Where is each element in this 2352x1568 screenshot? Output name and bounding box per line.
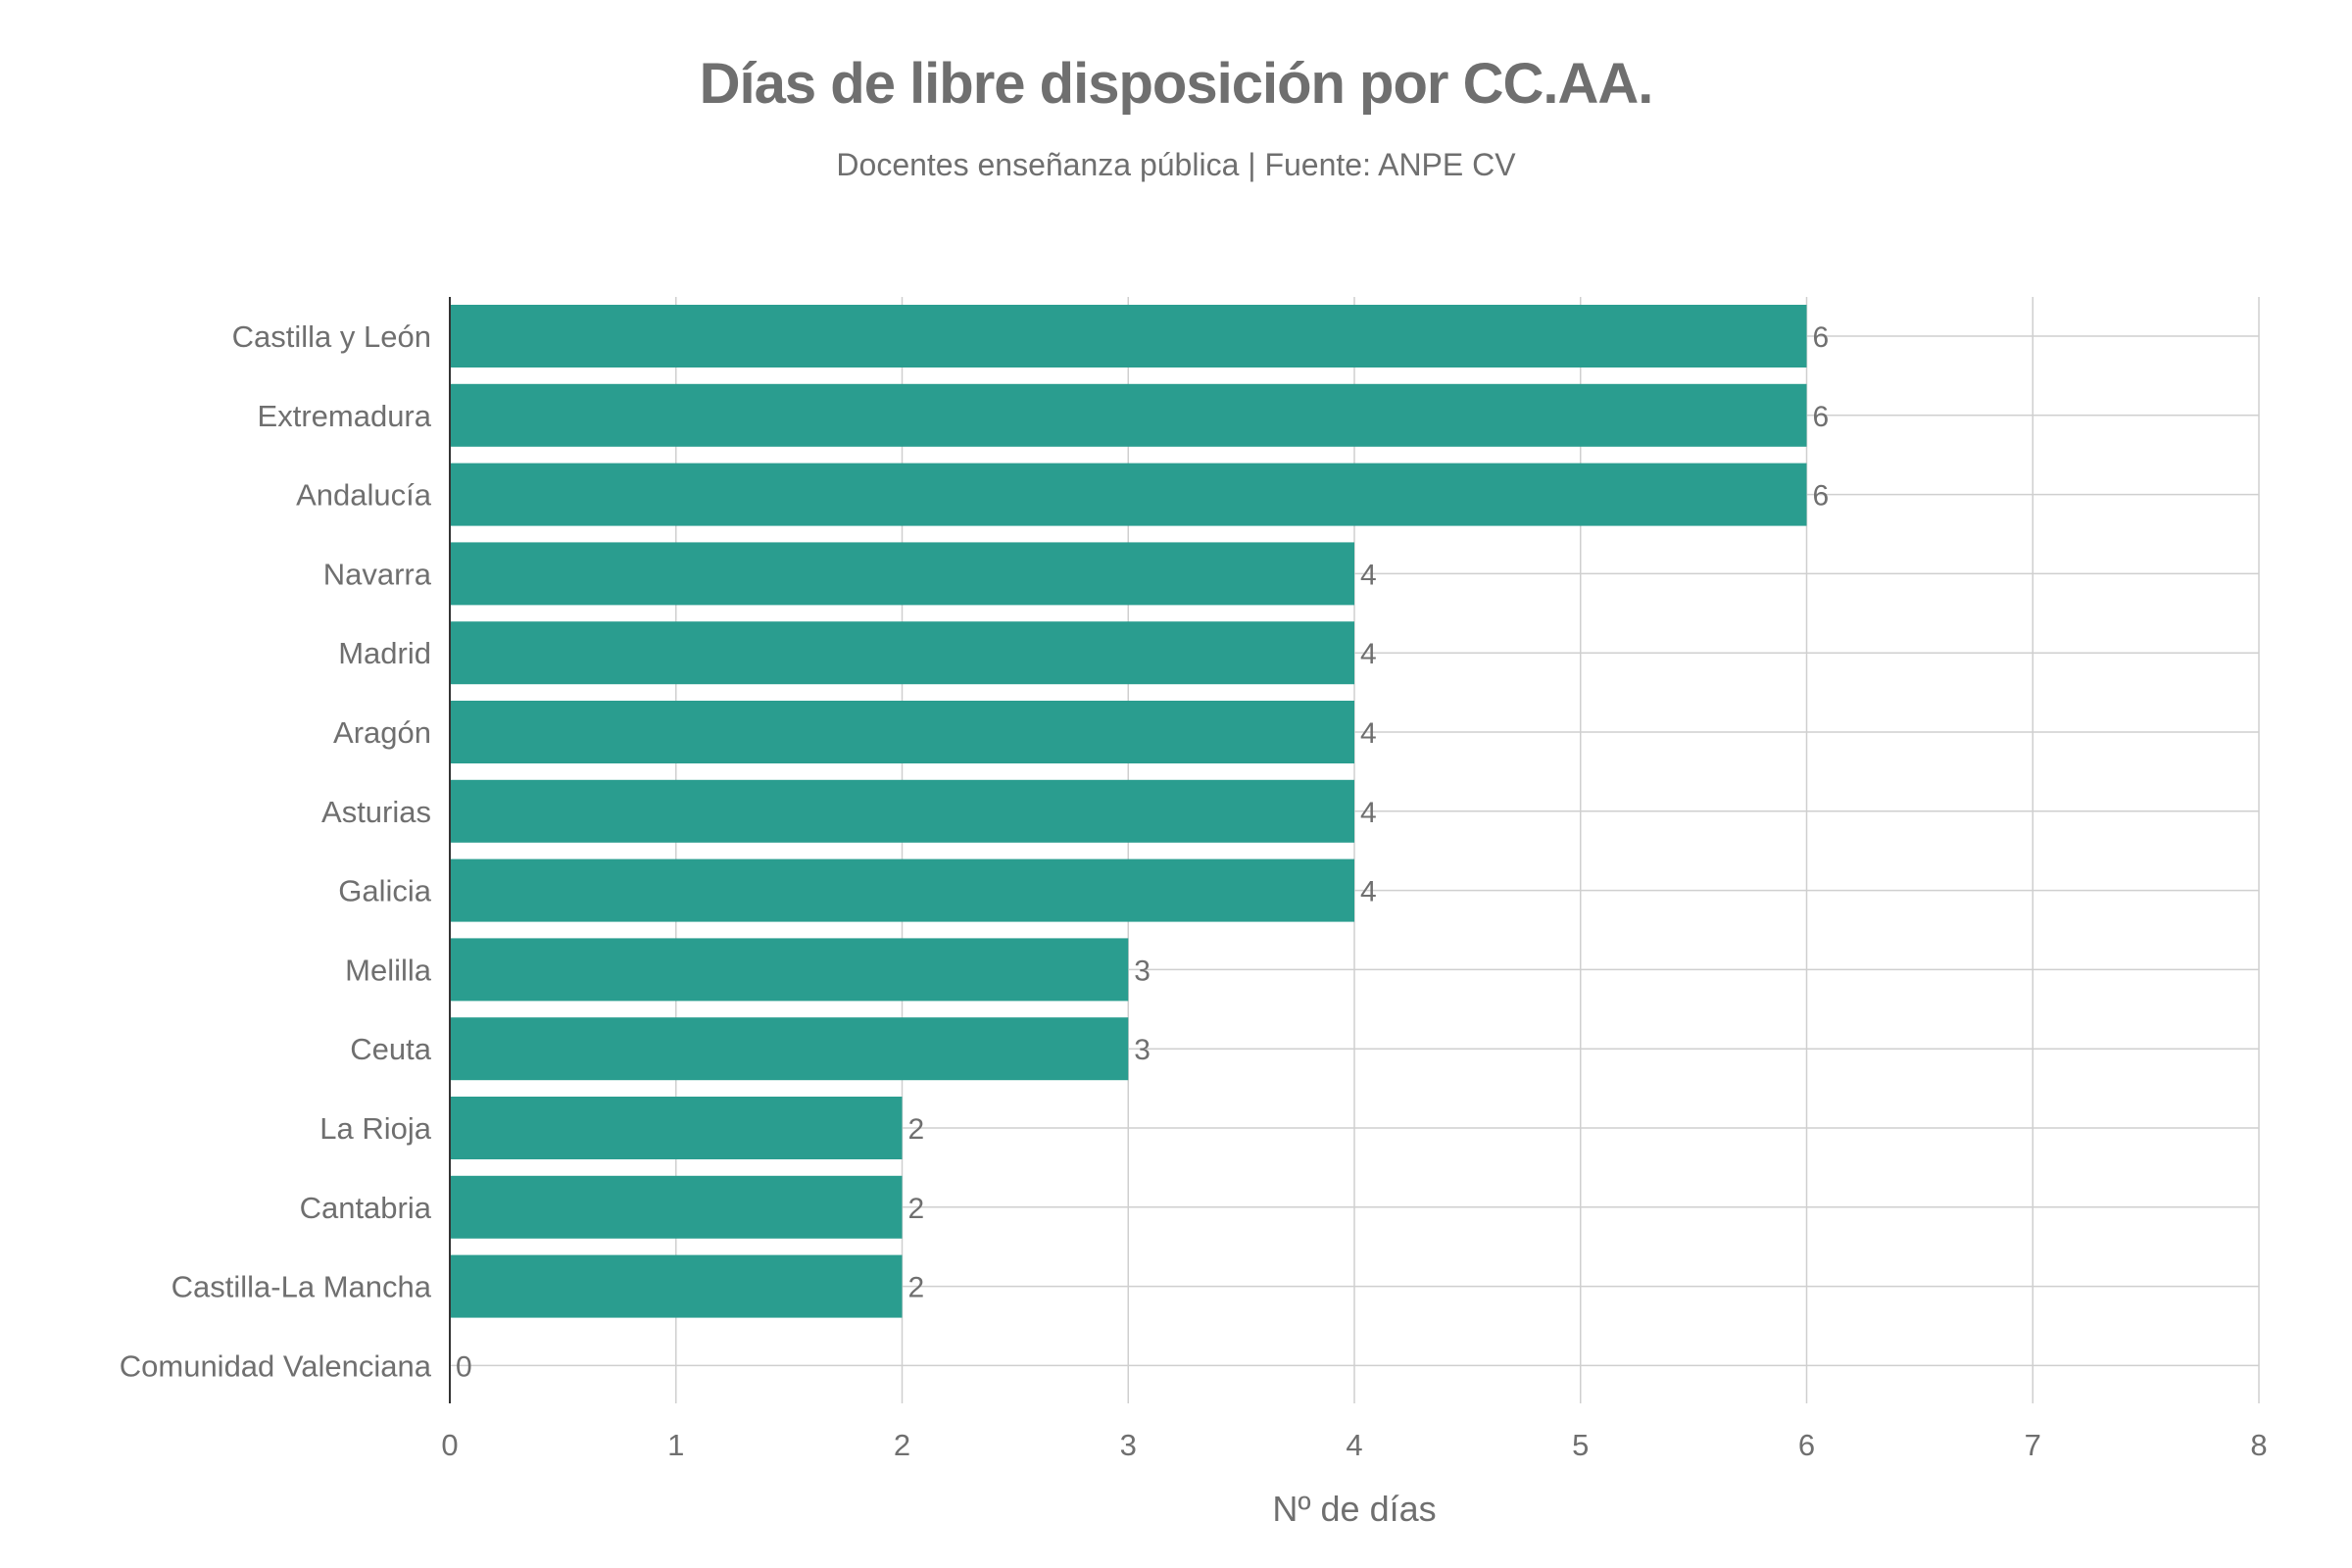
bar bbox=[450, 1017, 1129, 1081]
category-label: Melilla bbox=[345, 953, 432, 987]
category-label: Ceuta bbox=[350, 1032, 431, 1066]
value-label: 2 bbox=[908, 1113, 925, 1146]
value-label: 2 bbox=[908, 1272, 925, 1304]
bars-layer bbox=[450, 305, 1807, 1318]
bar bbox=[450, 463, 1807, 526]
bar bbox=[450, 621, 1354, 685]
category-label: Navarra bbox=[323, 557, 432, 591]
value-label: 2 bbox=[908, 1193, 925, 1225]
value-label: 4 bbox=[1360, 876, 1377, 908]
value-label: 4 bbox=[1360, 797, 1377, 829]
labels-layer: 0 1 2 3 4 5 6 7 8 Castilla y León 6 Extremadura 6 And… bbox=[120, 319, 2268, 1462]
x-tick-label: 2 bbox=[894, 1428, 910, 1462]
x-tick-label: 0 bbox=[441, 1428, 458, 1462]
category-label: Castilla-La Mancha bbox=[172, 1270, 432, 1304]
category-label: Aragón bbox=[333, 715, 431, 750]
category-label: Cantabria bbox=[300, 1191, 432, 1225]
category-label: Extremadura bbox=[258, 399, 432, 433]
value-label: 0 bbox=[456, 1350, 472, 1383]
bar bbox=[450, 858, 1354, 922]
bar bbox=[450, 1097, 903, 1159]
category-label: Comunidad Valenciana bbox=[120, 1348, 432, 1383]
x-tick-label: 3 bbox=[1120, 1428, 1137, 1462]
x-tick-label: 8 bbox=[2250, 1428, 2267, 1462]
bar bbox=[450, 542, 1354, 606]
value-label: 3 bbox=[1134, 1034, 1151, 1066]
bar bbox=[450, 1175, 903, 1239]
category-label: Galicia bbox=[338, 874, 432, 908]
bar bbox=[450, 305, 1807, 368]
category-label: Andalucía bbox=[296, 478, 432, 513]
value-label: 6 bbox=[1813, 480, 1830, 513]
x-axis-title: Nº de días bbox=[1272, 1489, 1436, 1529]
value-label: 6 bbox=[1813, 321, 1830, 354]
x-tick-label: 5 bbox=[1572, 1428, 1589, 1462]
value-label: 4 bbox=[1360, 559, 1377, 591]
x-tick-label: 4 bbox=[1346, 1428, 1362, 1462]
category-label: Asturias bbox=[321, 795, 431, 829]
category-label: La Rioja bbox=[319, 1111, 431, 1146]
chart-title: Días de libre disposición por CC.AA. bbox=[699, 52, 1654, 116]
x-tick-label: 1 bbox=[667, 1428, 684, 1462]
value-label: 3 bbox=[1134, 955, 1151, 987]
bar bbox=[450, 779, 1354, 843]
x-tick-label: 7 bbox=[2025, 1428, 2041, 1462]
bar bbox=[450, 701, 1354, 763]
bar bbox=[450, 383, 1807, 447]
x-tick-label: 6 bbox=[1798, 1428, 1815, 1462]
category-label: Castilla y León bbox=[232, 319, 431, 354]
bar bbox=[450, 1254, 903, 1318]
chart-subtitle: Docentes enseñanza pública | Fuente: ANP… bbox=[836, 147, 1516, 182]
category-label: Madrid bbox=[338, 636, 431, 670]
value-label: 6 bbox=[1813, 401, 1830, 433]
bar bbox=[450, 938, 1129, 1002]
value-label: 4 bbox=[1360, 717, 1377, 750]
value-label: 4 bbox=[1360, 638, 1377, 670]
